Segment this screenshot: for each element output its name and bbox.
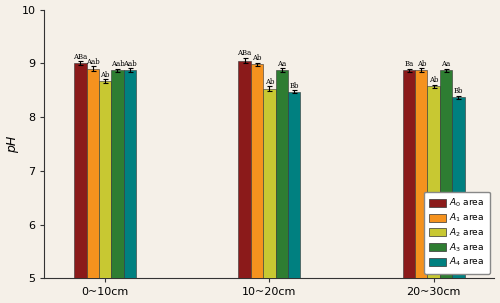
Text: Bb: Bb: [454, 87, 463, 95]
Text: Aa: Aa: [442, 60, 450, 68]
Bar: [263, 88, 276, 278]
Text: Aa: Aa: [277, 60, 286, 68]
Bar: [428, 86, 440, 278]
Bar: [402, 70, 415, 278]
Legend: $A_0$ area, $A_1$ area, $A_2$ area, $A_3$ area, $A_4$ area: $A_0$ area, $A_1$ area, $A_2$ area, $A_3…: [424, 191, 490, 274]
Bar: [99, 81, 112, 278]
Text: Ab: Ab: [429, 76, 438, 84]
Text: ABa: ABa: [73, 53, 88, 61]
Text: Ab: Ab: [264, 78, 274, 86]
Bar: [276, 70, 288, 278]
Y-axis label: pH: pH: [6, 135, 18, 153]
Bar: [251, 65, 263, 278]
Text: Bb: Bb: [290, 82, 299, 90]
Text: Ab: Ab: [100, 71, 110, 79]
Bar: [440, 70, 452, 278]
Text: ABa: ABa: [238, 49, 252, 57]
Bar: [415, 70, 428, 278]
Text: Aab: Aab: [123, 60, 137, 68]
Text: Aab: Aab: [86, 58, 100, 66]
Bar: [74, 63, 86, 278]
Bar: [452, 97, 464, 278]
Bar: [288, 92, 300, 278]
Bar: [112, 70, 124, 278]
Text: Ba: Ba: [404, 60, 413, 68]
Bar: [124, 70, 136, 278]
Text: Aab: Aab: [110, 60, 124, 68]
Bar: [86, 69, 99, 278]
Text: Ab: Ab: [416, 60, 426, 68]
Text: Ab: Ab: [252, 54, 262, 62]
Bar: [238, 61, 251, 278]
